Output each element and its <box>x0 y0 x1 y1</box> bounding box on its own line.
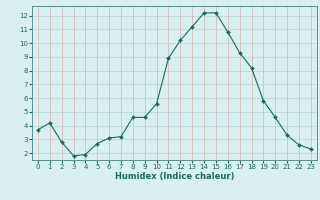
X-axis label: Humidex (Indice chaleur): Humidex (Indice chaleur) <box>115 172 234 181</box>
